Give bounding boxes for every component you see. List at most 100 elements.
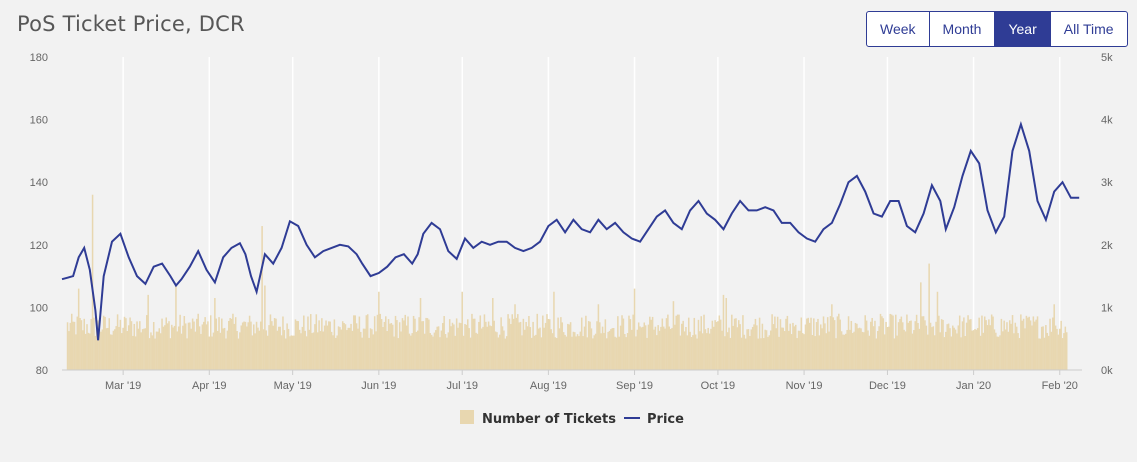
ticket-bar — [763, 338, 765, 370]
ticket-bar — [268, 325, 270, 370]
ticket-bar — [362, 328, 365, 370]
ticket-bar — [1043, 337, 1046, 370]
ticket-bar — [654, 326, 657, 370]
ticket-bar — [489, 325, 491, 370]
ticket-bar — [467, 319, 469, 370]
ticket-bar — [458, 322, 461, 370]
ticket-bar — [102, 315, 105, 370]
ticket-bar — [664, 328, 666, 370]
ticket-bar — [768, 335, 771, 370]
ticket-bar — [1045, 325, 1047, 370]
ticket-bar — [642, 326, 644, 370]
ticket-bar — [496, 332, 498, 370]
price-line[interactable] — [61, 120, 1080, 341]
x-tick-label: Jan '20 — [956, 380, 991, 392]
ticket-bar — [586, 337, 589, 370]
ticket-bar — [831, 304, 833, 370]
ticket-bar — [610, 329, 612, 370]
ticket-bar — [408, 333, 411, 370]
ticket-bar — [390, 323, 393, 370]
ticket-bar — [95, 326, 98, 370]
ticket-bar — [376, 314, 379, 370]
ticket-bar — [282, 316, 284, 370]
ticket-bar — [437, 326, 440, 370]
ticket-bar — [1046, 332, 1049, 370]
week-range-button[interactable]: Week — [867, 12, 930, 46]
ticket-bar — [568, 324, 570, 370]
ticket-bar — [493, 320, 495, 370]
ticket-bar — [729, 337, 732, 370]
ticket-bar — [104, 316, 106, 370]
ticket-bar — [697, 319, 700, 370]
ticket-bar — [929, 322, 932, 370]
ticket-bar — [945, 331, 947, 370]
ticket-bar — [546, 314, 548, 370]
ticket-bar — [139, 321, 141, 370]
ticket-bar — [826, 317, 829, 370]
ticket-bar — [1025, 315, 1028, 370]
ticket-bar — [190, 328, 193, 370]
ticket-bar — [686, 335, 689, 370]
right-y-axis: 0k 1k 2k 3k 4k 5k — [1101, 52, 1113, 377]
ticket-bar — [597, 304, 600, 370]
all-time-range-button[interactable]: All Time — [1063, 21, 1114, 37]
ticket-bar — [482, 326, 484, 370]
legend-tickets-label[interactable]: Number of Tickets — [482, 412, 616, 427]
ticket-bar — [301, 326, 304, 370]
ticket-bar — [378, 291, 380, 370]
ticket-bar — [314, 324, 316, 370]
ticket-bar — [981, 315, 983, 370]
ticket-bar — [774, 316, 776, 370]
ticket-bar — [255, 321, 258, 370]
ticket-bar — [972, 330, 975, 370]
ticket-bar — [753, 324, 755, 370]
ticket-bar — [764, 329, 766, 370]
ticket-bar — [942, 319, 944, 370]
ticket-bar — [583, 326, 586, 370]
ticket-bar — [136, 321, 138, 370]
ticket-bar — [464, 323, 466, 370]
ticket-bar — [561, 322, 564, 370]
ticket-bar — [80, 320, 83, 370]
ticket-bar — [715, 322, 718, 370]
ticket-bar — [396, 320, 398, 370]
ticket-bar — [975, 329, 978, 370]
x-tick-label: Apr '19 — [192, 380, 227, 392]
ticket-bar — [357, 328, 359, 370]
ticket-bar — [918, 328, 921, 370]
ticket-bar — [84, 333, 87, 370]
ticket-bar — [728, 327, 730, 370]
ticket-bar — [428, 319, 430, 370]
ticket-bar — [910, 320, 912, 370]
ticket-bar — [533, 335, 536, 370]
ticket-bar — [68, 331, 70, 370]
month-range-button[interactable]: Month — [930, 12, 996, 46]
ticket-bar — [194, 331, 197, 370]
ticket-bar — [215, 318, 218, 370]
ticket-bar — [938, 315, 940, 370]
ticket-bar — [875, 338, 878, 370]
ticket-bar — [366, 314, 369, 370]
ticket-bar — [611, 328, 614, 370]
ticket-bar — [75, 334, 77, 370]
ticket-bar — [339, 327, 341, 370]
ticket-bar — [386, 331, 388, 370]
ticket-bar — [483, 314, 486, 370]
legend-price-label[interactable]: Price — [647, 412, 684, 427]
ticket-bar — [234, 317, 237, 370]
ticket-bar — [818, 335, 821, 370]
ticket-bar — [389, 323, 391, 370]
ticket-bar — [243, 321, 245, 370]
ticket-bar — [750, 329, 753, 370]
ticket-bar — [291, 335, 294, 370]
ticket-bar — [423, 333, 426, 370]
ticket-bar — [771, 314, 773, 370]
ticket-bar — [364, 328, 366, 370]
ticket-bar — [822, 316, 825, 370]
ticket-bar — [372, 334, 375, 370]
ticket-bar — [836, 316, 839, 370]
year-range-button[interactable]: Year — [995, 12, 1051, 46]
ticket-bar — [177, 326, 180, 370]
ticket-bar — [271, 321, 273, 370]
ticket-bar — [900, 316, 903, 370]
